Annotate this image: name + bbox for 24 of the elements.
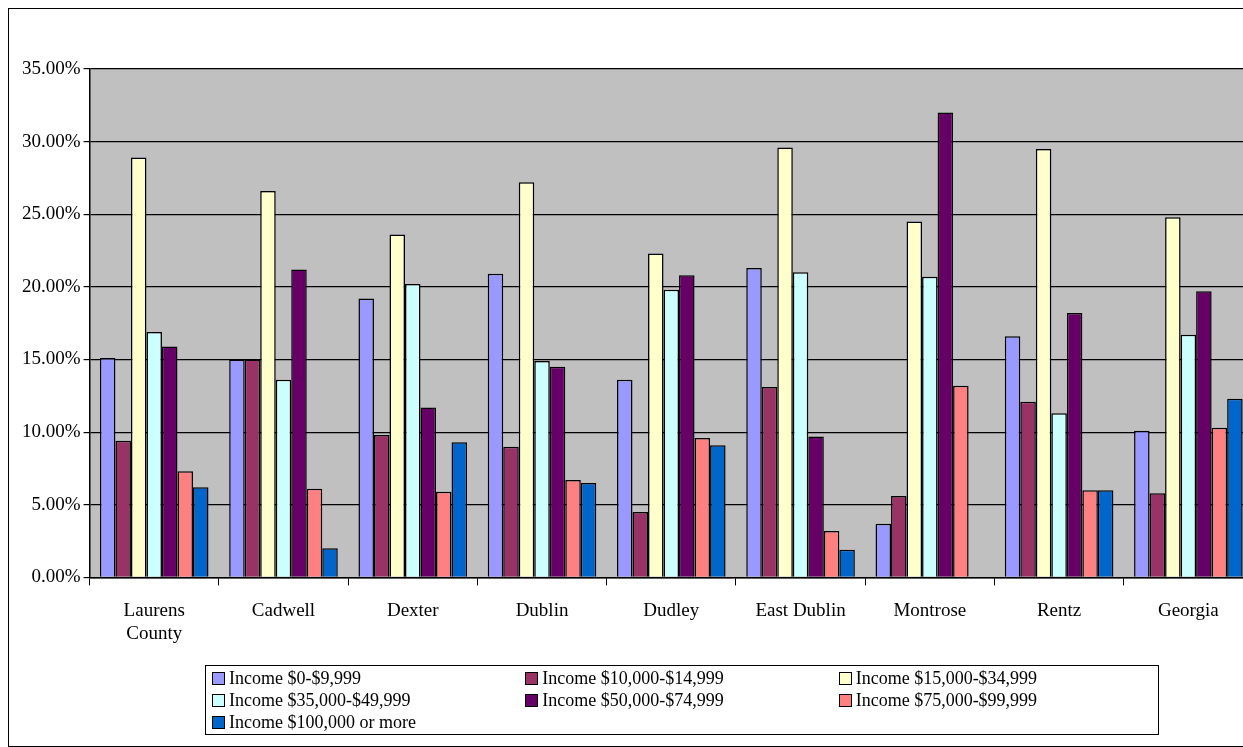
y-tick-label: 30.00% <box>22 129 81 151</box>
legend-label: Income $75,000-$99,999 <box>855 689 1038 711</box>
x-tick-label: Dublin <box>515 598 569 620</box>
legend-label: Income $10,000-$14,999 <box>542 667 724 689</box>
y-tick-label: 10.00% <box>22 420 81 442</box>
x-tick-label: Cadwell <box>251 598 316 620</box>
y-tick-label: 35.00% <box>22 56 81 78</box>
x-tick-label: Dudley <box>643 598 700 620</box>
y-tick-label: 5.00% <box>31 492 81 514</box>
y-tick-label: 0.00% <box>31 565 81 587</box>
legend-label: Income $0-$9,999 <box>229 667 361 689</box>
y-tick-label: 15.00% <box>22 347 81 369</box>
y-tick-label: 25.00% <box>22 202 81 224</box>
legend-label: Income $50,000-$74,999 <box>542 689 724 711</box>
legend-label: Income $100,000 or more <box>229 711 416 733</box>
legend-label: Income $15,000-$34,999 <box>855 667 1038 689</box>
legend-label: Income $35,000-$49,999 <box>229 689 411 711</box>
y-tick-label: 20.00% <box>22 274 81 296</box>
x-tick-label: Rentz <box>1036 598 1082 620</box>
x-tick-label: East Dublin <box>755 598 847 620</box>
x-tick-label: Georgia <box>1157 598 1220 620</box>
x-tick-label: Dexter <box>386 598 440 620</box>
x-tick-label: Laurens County <box>123 598 185 643</box>
x-tick-label: Montrose <box>893 598 967 620</box>
